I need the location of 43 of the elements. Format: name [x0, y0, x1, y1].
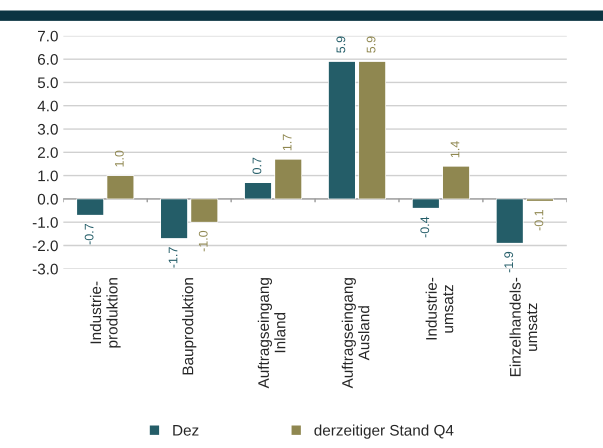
- y-tick-label: 4.0: [38, 100, 58, 112]
- bar: [328, 61, 356, 200]
- y-tick-label: 5.0: [38, 77, 58, 88]
- x-tick-label: Industrie- umsatz: [426, 278, 454, 340]
- data-label: 1.4: [450, 141, 460, 158]
- data-label: -1.0: [198, 230, 208, 252]
- bar: [526, 198, 554, 202]
- data-label: -1.9: [504, 252, 514, 272]
- bar: [274, 158, 302, 200]
- legend-label: derzeitiger Stand Q4: [314, 424, 454, 439]
- data-label: 1.7: [282, 134, 292, 150]
- data-label: -0.1: [534, 210, 544, 230]
- data-label: 0.7: [252, 158, 262, 174]
- bar: [442, 166, 470, 200]
- y-tick-label: -2.0: [32, 240, 58, 252]
- legend-label: Dez: [173, 425, 198, 436]
- bar: [358, 61, 386, 200]
- bar: [496, 198, 524, 244]
- bar: [106, 175, 134, 200]
- y-tick-label: -1.0: [32, 217, 58, 228]
- y-tick-label: 3.0: [38, 124, 58, 135]
- x-tick-label: Auftragseingang Ausland: [342, 278, 370, 388]
- data-label: 5.9: [366, 36, 376, 53]
- data-label: 1.0: [114, 150, 124, 167]
- data-label: -0.4: [420, 216, 430, 238]
- y-tick-label: 1.0: [38, 170, 58, 182]
- y-tick-label: -3.0: [32, 264, 58, 274]
- x-tick-label: Auftragseingang Inland: [258, 278, 286, 388]
- data-label: 5.9: [336, 36, 346, 53]
- data-label: -0.7: [84, 224, 94, 244]
- bar: [244, 182, 272, 200]
- x-tick-label: Bauproduktion: [182, 278, 196, 374]
- bar: [160, 198, 188, 239]
- y-tick-label: 2.0: [38, 147, 58, 158]
- y-tick-label: 0.0: [38, 194, 58, 205]
- data-label: -1.7: [168, 247, 178, 268]
- y-tick-label: 6.0: [38, 54, 58, 65]
- x-tick-label: Einzelhandels- umsatz: [510, 278, 538, 376]
- x-tick-label: Industrie- produktion: [90, 278, 121, 348]
- bar: [190, 198, 218, 223]
- y-tick-label: 7.0: [38, 30, 58, 42]
- bar: [76, 198, 104, 216]
- bar: [412, 198, 440, 209]
